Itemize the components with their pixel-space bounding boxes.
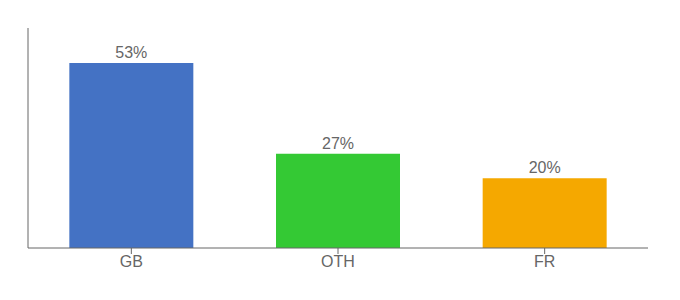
- svg-text:FR: FR: [534, 253, 555, 270]
- svg-text:20%: 20%: [529, 159, 561, 176]
- svg-text:OTH: OTH: [321, 253, 355, 270]
- svg-text:27%: 27%: [322, 135, 354, 152]
- svg-text:53%: 53%: [115, 44, 147, 61]
- svg-text:GB: GB: [120, 253, 143, 270]
